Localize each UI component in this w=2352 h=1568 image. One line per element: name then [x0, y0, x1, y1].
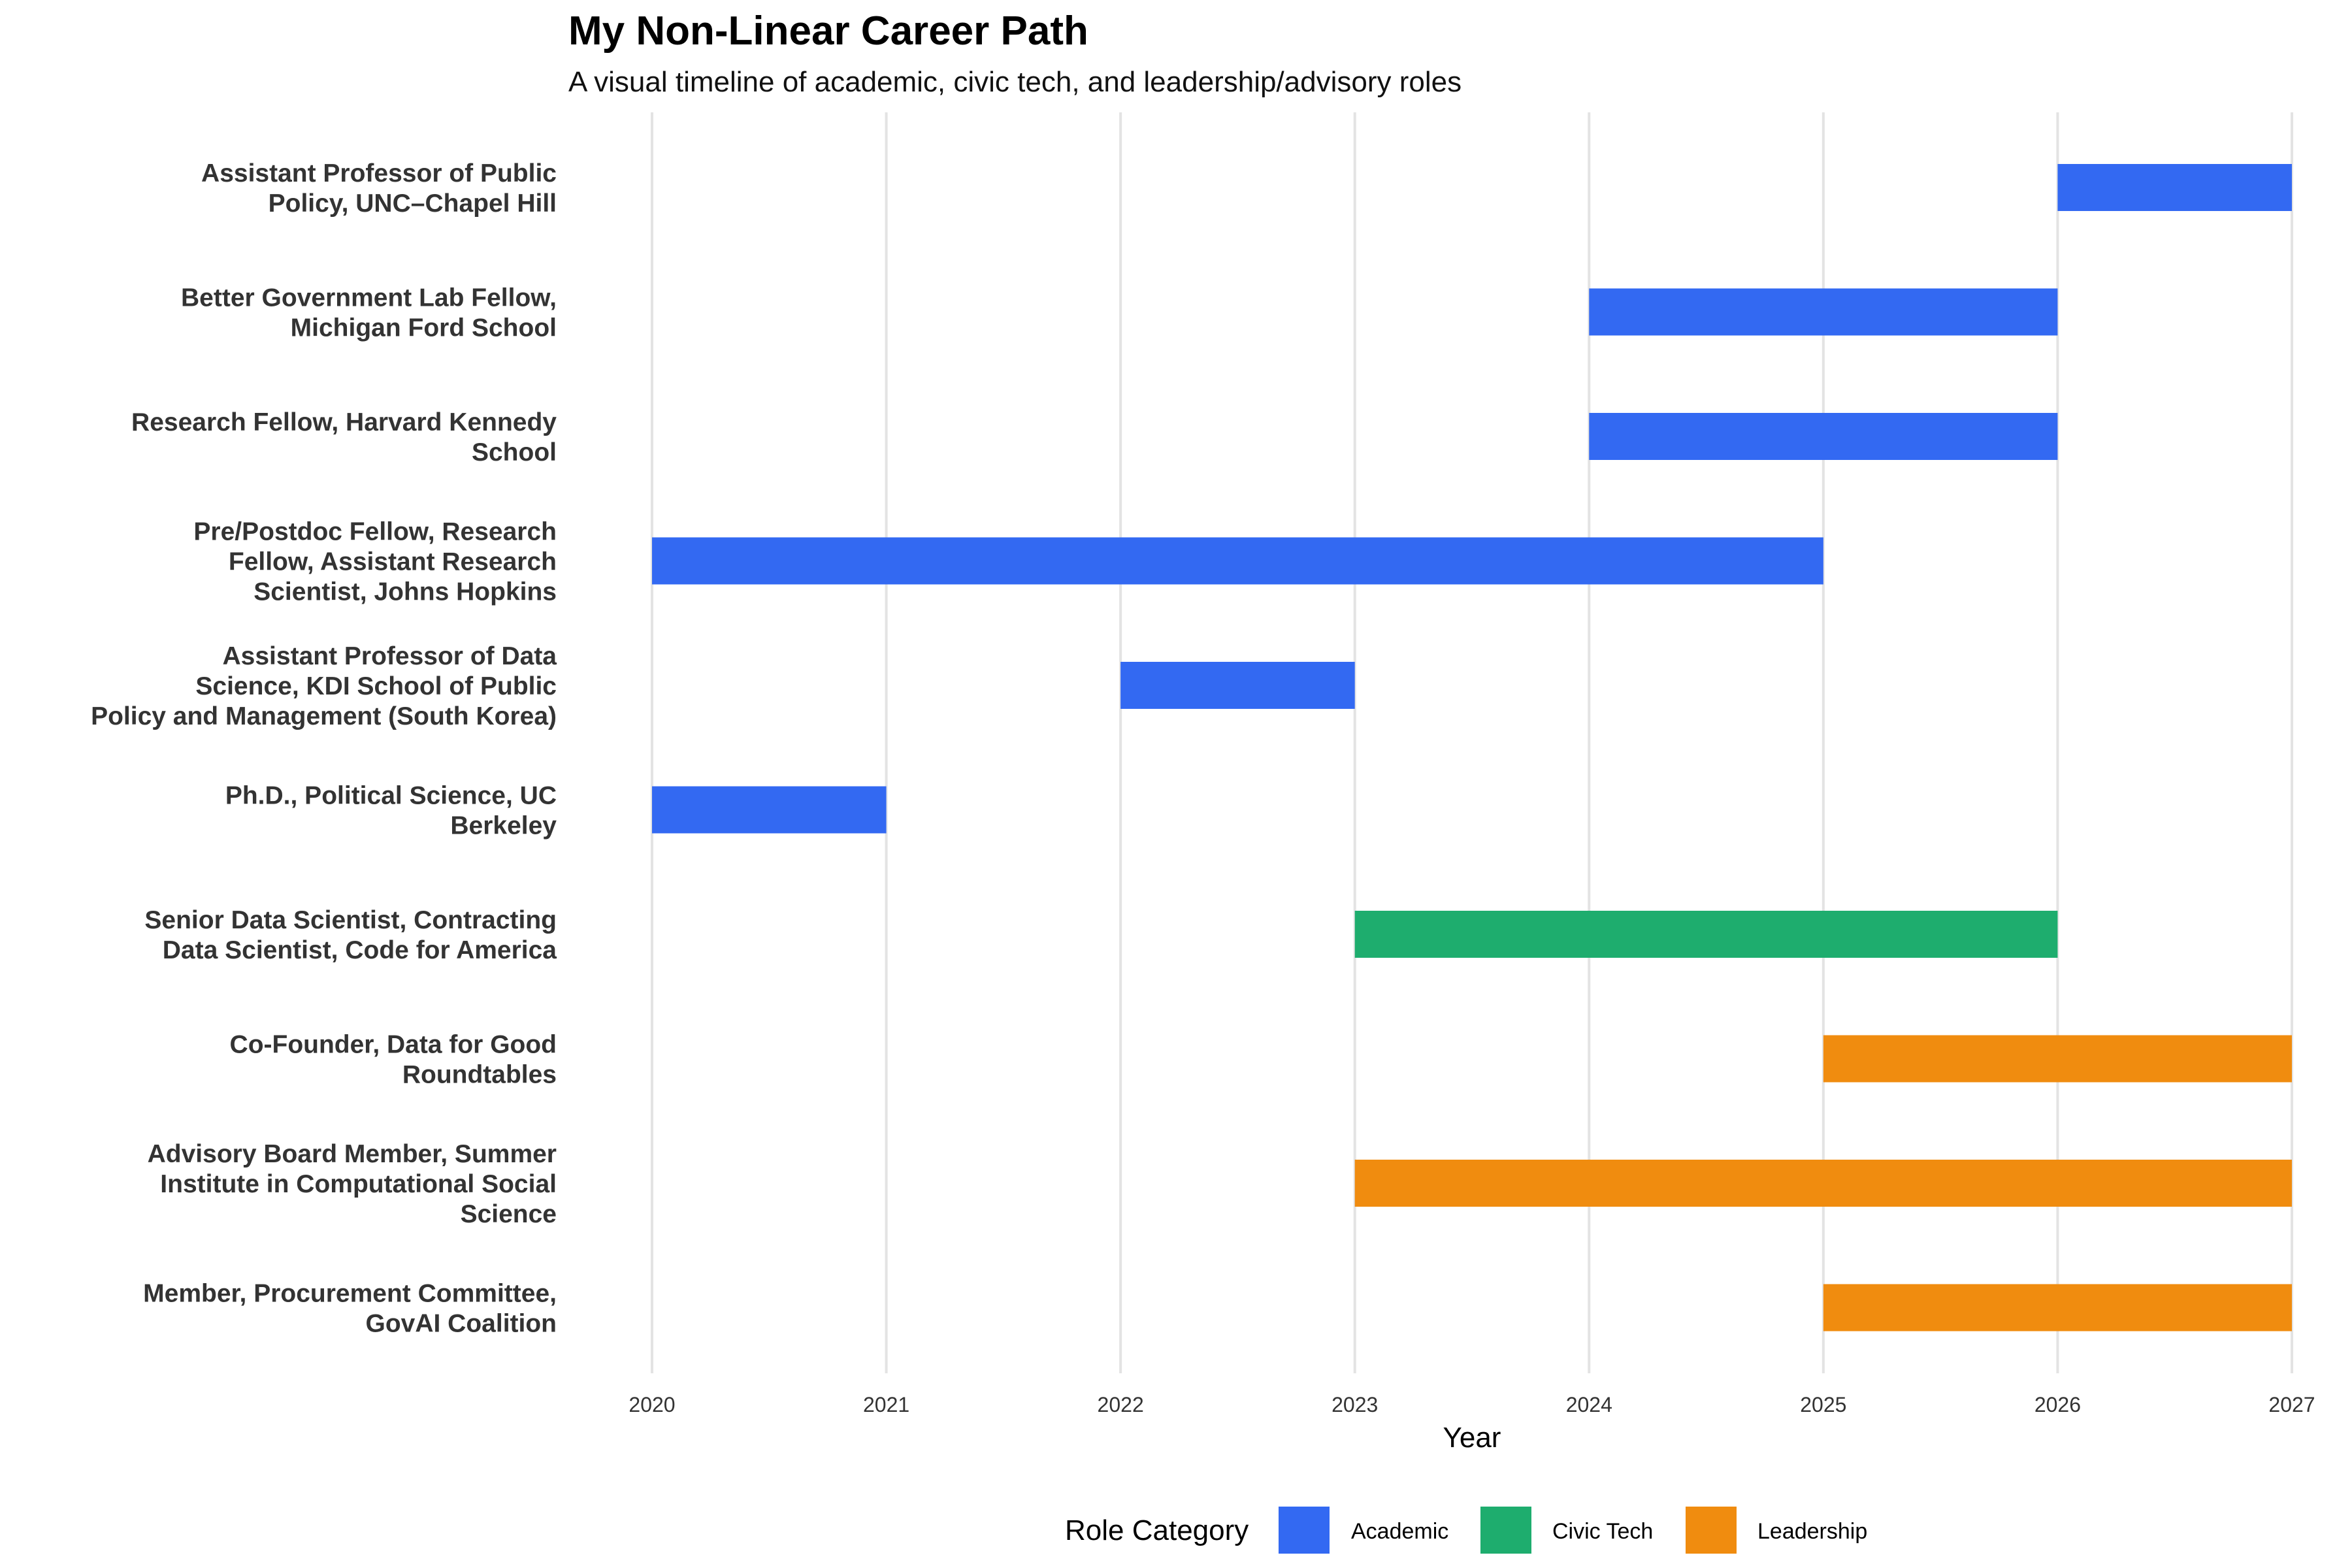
legend-swatch-leadership — [1686, 1507, 1737, 1554]
role-bar — [1354, 911, 2058, 958]
role-bar — [1823, 1284, 2292, 1331]
role-label: Co-Founder, Data for Good Roundtables — [230, 1031, 557, 1089]
role-label: Advisory Board Member, Summer Institute i… — [148, 1140, 557, 1228]
role-bars — [652, 164, 2292, 1331]
role-label: Assistant Professor of Public Policy, UNC… — [201, 159, 557, 218]
role-label: Ph.D., Political Science, UC Berkeley — [225, 782, 557, 840]
legend-swatch-civic-tech — [1480, 1507, 1531, 1554]
role-label: Research Fellow, Harvard Kennedy School — [131, 408, 557, 466]
legend-label-academic: Academic — [1351, 1519, 1448, 1544]
role-bar — [652, 537, 1823, 585]
x-tick-label: 2023 — [1331, 1393, 1378, 1416]
x-axis-label: Year — [1443, 1422, 1501, 1454]
role-bar — [2057, 164, 2292, 211]
role-bar — [1589, 288, 2058, 336]
role-labels: Assistant Professor of Public Policy, UNC… — [91, 159, 557, 1338]
role-label: Assistant Professor of Data Science, KDI … — [91, 642, 557, 730]
x-tick-label: 2024 — [1566, 1393, 1612, 1416]
x-tick-label: 2025 — [1800, 1393, 1846, 1416]
x-tick-label: 2020 — [629, 1393, 675, 1416]
legend-label-civic-tech: Civic Tech — [1552, 1519, 1653, 1544]
role-bar — [1589, 413, 2058, 460]
role-bar — [1823, 1035, 2292, 1083]
chart-subtitle: A visual timeline of academic, civic tec… — [568, 66, 1462, 98]
role-label: Senior Data Scientist, Contracting Data S… — [144, 906, 557, 964]
chart-title: My Non-Linear Career Path — [568, 8, 1088, 54]
role-label: Better Government Lab Fellow, Michigan Fo… — [181, 284, 557, 342]
x-tick-label: 2021 — [863, 1393, 909, 1416]
x-tick-label: 2022 — [1098, 1393, 1144, 1416]
role-bar — [1354, 1160, 2292, 1207]
role-bar — [652, 786, 887, 834]
legend-label-leadership: Leadership — [1757, 1519, 1867, 1544]
x-axis-ticks: 2020 2021 2022 2023 2024 2025 2026 2027 — [629, 1393, 2315, 1416]
role-label: Pre/Postdoc Fellow, Research Fellow, Assi… — [193, 518, 557, 606]
x-tick-label: 2027 — [2268, 1393, 2315, 1416]
legend-swatch-academic — [1279, 1507, 1330, 1554]
role-label: Member, Procurement Committee, GovAI Coal… — [143, 1280, 557, 1338]
legend: Role Category Academic Civic Tech Leadersh… — [1065, 1507, 1867, 1554]
legend-title: Role Category — [1065, 1514, 1249, 1546]
x-tick-label: 2026 — [2034, 1393, 2081, 1416]
role-bar — [1120, 662, 1355, 709]
